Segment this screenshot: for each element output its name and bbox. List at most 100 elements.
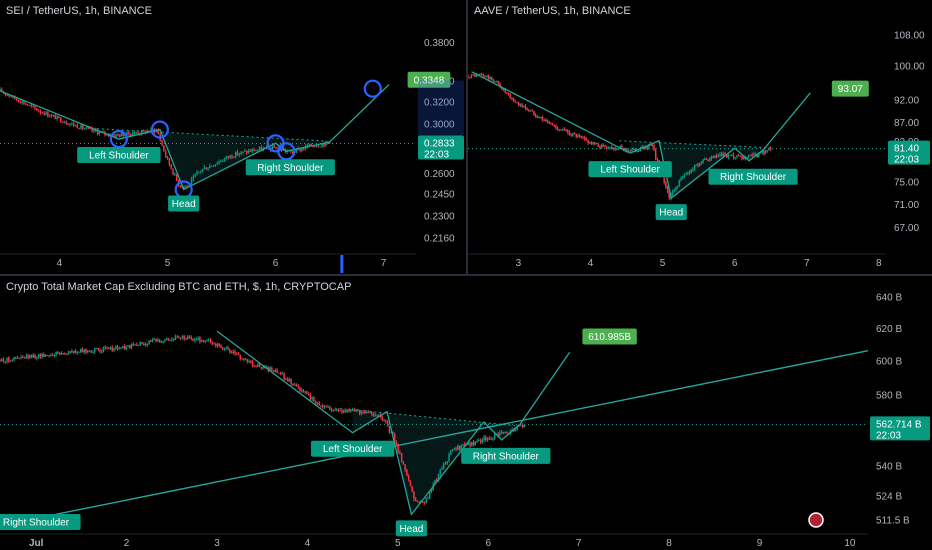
right-shoulder-label: Right Shoulder bbox=[245, 159, 335, 176]
candle-body bbox=[577, 135, 579, 137]
candle-body bbox=[100, 351, 103, 353]
candle-body bbox=[199, 171, 202, 173]
candle-body bbox=[137, 345, 140, 347]
candle-body bbox=[692, 169, 694, 171]
candle-body bbox=[51, 355, 54, 357]
candle-body bbox=[612, 147, 615, 149]
candle-body bbox=[58, 353, 61, 355]
y-tick-label: 100.00 bbox=[894, 62, 925, 73]
price-axis bbox=[868, 276, 932, 550]
candle-body bbox=[207, 339, 210, 341]
candle-body bbox=[207, 168, 209, 170]
svg-text:610.985B: 610.985B bbox=[588, 332, 631, 343]
candle-body bbox=[344, 410, 347, 413]
candle-body bbox=[216, 344, 219, 347]
candle-body bbox=[223, 158, 226, 162]
x-tick-label: 7 bbox=[576, 538, 582, 549]
candle-body bbox=[379, 415, 382, 418]
candle-body bbox=[115, 346, 117, 349]
candle-body bbox=[79, 349, 82, 352]
candle-body bbox=[306, 391, 308, 395]
candle-body bbox=[616, 149, 618, 151]
candle-body bbox=[120, 348, 122, 350]
x-tick-label: 4 bbox=[305, 538, 311, 549]
candle-body bbox=[768, 148, 770, 151]
sei-chart[interactable]: 0.38000.34000.32000.30000.26000.24500.23… bbox=[0, 0, 466, 274]
candle-body bbox=[665, 182, 667, 188]
candle-body bbox=[399, 451, 401, 454]
candle-body bbox=[139, 342, 142, 346]
candle-body bbox=[11, 360, 14, 362]
candle-body bbox=[169, 339, 171, 341]
candle-body bbox=[514, 101, 517, 103]
candle-body bbox=[364, 411, 366, 413]
candle-body bbox=[255, 366, 257, 368]
candle-body bbox=[141, 130, 143, 134]
candle-body bbox=[34, 106, 36, 109]
candle-body bbox=[225, 347, 228, 349]
aave-chart[interactable]: 108.00100.0092.0087.0083.0075.0071.0067.… bbox=[468, 0, 932, 274]
y-tick-label: 620 B bbox=[876, 324, 902, 335]
candle-body bbox=[323, 406, 326, 408]
sei-panel[interactable]: 0.38000.34000.32000.30000.26000.24500.23… bbox=[0, 0, 466, 274]
x-tick-label: 2 bbox=[124, 538, 130, 549]
candle-body bbox=[237, 354, 240, 356]
candle-body bbox=[104, 347, 106, 349]
candle-body bbox=[468, 75, 469, 78]
candle-body bbox=[257, 149, 259, 151]
candle-body bbox=[19, 101, 22, 103]
candle-body bbox=[183, 336, 185, 339]
candle-body bbox=[106, 347, 108, 349]
cryptocap-chart[interactable]: 640 B 620 B 600 B 580 B 540 B 524 B 511.5 B Jul… bbox=[0, 276, 932, 550]
horizontal-divider[interactable] bbox=[0, 274, 932, 276]
candle-body bbox=[541, 116, 544, 121]
candle-body bbox=[150, 340, 152, 342]
candle-body bbox=[67, 352, 70, 355]
candle-body bbox=[320, 405, 322, 407]
candle-body bbox=[60, 117, 62, 122]
aave-panel[interactable]: 108.00100.0092.0087.0083.0075.0071.0067.… bbox=[468, 0, 932, 274]
candle-body bbox=[504, 432, 506, 434]
candle-body bbox=[244, 150, 246, 152]
candle-body bbox=[218, 161, 220, 164]
candle-body bbox=[758, 152, 760, 158]
candle-body bbox=[766, 150, 769, 152]
candle-body bbox=[524, 105, 527, 110]
candle-body bbox=[126, 131, 128, 135]
candle-body bbox=[192, 176, 195, 179]
candle-body bbox=[279, 372, 282, 374]
candle-body bbox=[631, 149, 633, 151]
x-tick-label: 5 bbox=[660, 258, 666, 269]
candle-body bbox=[746, 156, 748, 159]
candle-body bbox=[96, 131, 99, 135]
candle-body bbox=[314, 146, 316, 148]
candle-body bbox=[128, 131, 130, 135]
candle-body bbox=[483, 436, 485, 441]
candle-body bbox=[490, 76, 493, 80]
candle-body bbox=[722, 153, 725, 156]
target-range-highlight bbox=[418, 80, 464, 136]
candle-body bbox=[504, 88, 506, 93]
candle-body bbox=[715, 155, 718, 158]
candle-body bbox=[416, 500, 419, 502]
cryptocap-panel[interactable]: 640 B 620 B 600 B 580 B 540 B 524 B 511.5 B Jul… bbox=[0, 276, 932, 550]
candle-body bbox=[174, 174, 176, 176]
vertical-divider[interactable] bbox=[466, 0, 468, 274]
candle-body bbox=[255, 150, 257, 152]
candle-body bbox=[245, 150, 248, 153]
candle-body bbox=[520, 424, 522, 426]
candle-body bbox=[194, 174, 196, 177]
candle-body bbox=[705, 159, 708, 161]
candle-body bbox=[303, 148, 305, 150]
candle-body bbox=[28, 104, 31, 106]
candle-body bbox=[561, 129, 564, 131]
candle-body bbox=[446, 461, 448, 464]
candle-body bbox=[52, 115, 55, 117]
candle-body bbox=[151, 339, 154, 342]
candle-body bbox=[21, 101, 23, 103]
candle-body bbox=[512, 98, 515, 102]
candle-body bbox=[543, 120, 545, 122]
candle-body bbox=[120, 133, 123, 137]
candle-body bbox=[570, 134, 572, 136]
candle-body bbox=[494, 81, 496, 83]
